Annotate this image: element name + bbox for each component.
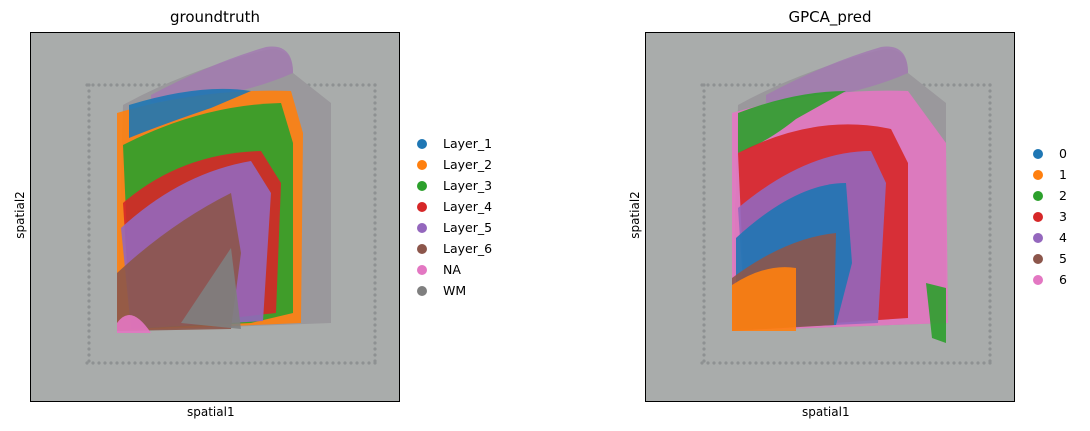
legend-label: WM [443, 283, 467, 298]
legend-marker [1033, 211, 1043, 222]
legend-item: 2 [1033, 185, 1067, 206]
right-tissue-image [646, 33, 1014, 401]
right-legend: 0 1 2 3 4 5 6 [1033, 143, 1067, 290]
legend-marker [417, 138, 427, 149]
legend-label: 3 [1059, 209, 1067, 224]
legend-marker [417, 159, 427, 170]
left-panel-title: groundtruth [169, 8, 260, 26]
legend-label: NA [443, 262, 461, 277]
left-x-axis-label: spatial1 [187, 405, 235, 419]
legend-label: 6 [1059, 272, 1067, 287]
legend-item: 3 [1033, 206, 1067, 227]
legend-item: 6 [1033, 269, 1067, 290]
legend-item: Layer_4 [417, 196, 492, 217]
legend-marker [1033, 148, 1043, 159]
legend-marker [1033, 190, 1043, 201]
legend-item: 1 [1033, 164, 1067, 185]
right-panel-title: GPCA_pred [788, 8, 872, 26]
legend-item: Layer_5 [417, 217, 492, 238]
legend-label: Layer_4 [443, 199, 493, 214]
legend-marker [1033, 232, 1043, 243]
legend-marker [417, 285, 427, 296]
legend-label: 1 [1059, 167, 1067, 182]
legend-marker [1033, 253, 1043, 264]
legend-marker [417, 264, 427, 275]
legend-item: NA [417, 259, 492, 280]
legend-item: Layer_3 [417, 175, 492, 196]
right-y-axis-label: spatial2 [628, 191, 642, 239]
legend-item: Layer_6 [417, 238, 492, 259]
legend-marker [417, 222, 427, 233]
legend-label: Layer_1 [443, 136, 493, 151]
right-plot-area [645, 32, 1015, 402]
legend-item: Layer_2 [417, 154, 492, 175]
left-y-axis-label: spatial2 [13, 191, 27, 239]
legend-item: WM [417, 280, 492, 301]
right-x-axis-label: spatial1 [802, 405, 850, 419]
legend-label: 4 [1059, 230, 1067, 245]
legend-item: 5 [1033, 248, 1067, 269]
legend-marker [417, 201, 427, 212]
left-tissue-image [31, 33, 399, 401]
legend-label: Layer_3 [443, 178, 493, 193]
legend-marker [1033, 169, 1043, 180]
legend-item: 4 [1033, 227, 1067, 248]
legend-label: 2 [1059, 188, 1067, 203]
legend-marker [417, 180, 427, 191]
legend-label: Layer_6 [443, 241, 493, 256]
legend-item: Layer_1 [417, 133, 492, 154]
legend-label: 0 [1059, 146, 1067, 161]
legend-label: Layer_5 [443, 220, 493, 235]
legend-marker [1033, 274, 1043, 285]
legend-marker [417, 243, 427, 254]
left-plot-area [30, 32, 400, 402]
legend-label: Layer_2 [443, 157, 493, 172]
left-legend: Layer_1 Layer_2 Layer_3 Layer_4 Layer_5 Layer… [417, 133, 492, 301]
legend-item: 0 [1033, 143, 1067, 164]
legend-label: 5 [1059, 251, 1067, 266]
